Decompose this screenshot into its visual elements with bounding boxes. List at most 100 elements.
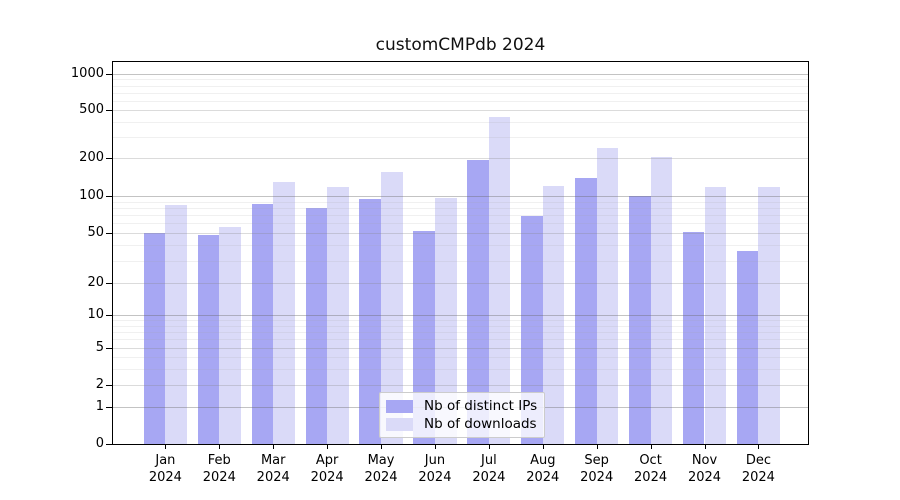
legend: Nb of distinct IPs Nb of downloads	[379, 392, 545, 438]
bar-nb-of-downloads-aug	[542, 186, 565, 444]
legend-item-downloads: Nb of downloads	[386, 416, 537, 432]
y-tick-label-2: 2	[95, 377, 104, 392]
bar-nb-of-downloads-jan	[165, 204, 187, 444]
x-tick-mark	[273, 445, 275, 449]
legend-swatch-distinct-ips	[386, 399, 413, 413]
legend-item-distinct-ips: Nb of distinct IPs	[386, 398, 537, 414]
bar-nb-of-downloads-mar	[273, 182, 295, 444]
legend-label-distinct-ips: Nb of distinct IPs	[424, 398, 538, 414]
gridline-600	[113, 100, 808, 102]
bar-nb-of-downloads-dec	[758, 186, 780, 444]
y-tick-label-5: 5	[95, 340, 104, 355]
gridline-6	[113, 339, 808, 341]
y-tick-mark	[106, 385, 112, 386]
y-tick-label-1000: 1000	[70, 66, 104, 81]
gridline-9	[113, 320, 808, 322]
gridline-700	[113, 92, 808, 94]
y-tick-mark	[106, 443, 112, 445]
gridline-70	[113, 215, 808, 217]
bar-nb-of-downloads-feb	[219, 226, 241, 444]
bar-nb-of-downloads-oct	[650, 157, 673, 444]
y-tick-mark	[106, 315, 112, 316]
x-tick-label-dec: Dec 2024	[741, 453, 775, 485]
y-tick-mark	[106, 74, 112, 75]
bar-nb-of-downloads-may	[381, 172, 403, 444]
y-tick-mark	[106, 233, 112, 234]
gridline-800	[113, 85, 808, 87]
bar-nb-of-distinct-ips-may	[359, 198, 382, 444]
x-tick-label-may: May 2024	[364, 453, 398, 485]
gridline-8	[113, 325, 808, 327]
gridline-3	[113, 368, 808, 370]
bar-nb-of-distinct-ips-mar	[251, 204, 274, 444]
bar-nb-of-distinct-ips-oct	[628, 196, 651, 444]
gridline-1000	[113, 74, 808, 75]
x-tick-label-jan: Jan 2024	[148, 453, 182, 485]
gridline-400	[113, 121, 808, 123]
bar-nb-of-downloads-sep	[596, 148, 619, 444]
x-tick-mark	[381, 445, 383, 449]
x-tick-label-mar: Mar 2024	[256, 453, 290, 485]
y-tick-mark	[106, 158, 112, 159]
gridline-90	[113, 201, 808, 203]
x-tick-label-sep: Sep 2024	[580, 453, 614, 485]
x-tick-mark	[434, 445, 436, 449]
bar-nb-of-distinct-ips-jul	[467, 159, 489, 444]
bar-nb-of-distinct-ips-aug	[521, 215, 543, 444]
y-tick-label-0: 0	[95, 435, 104, 451]
gridline-500	[113, 110, 808, 111]
x-tick-label-nov: Nov 2024	[687, 453, 722, 485]
gridline-80	[113, 207, 808, 209]
x-tick-label-oct: Oct 2024	[634, 453, 668, 485]
bar-nb-of-distinct-ips-apr	[305, 207, 328, 444]
y-tick-label-100: 100	[79, 188, 104, 203]
x-tick-mark	[165, 445, 167, 449]
y-tick-mark	[106, 407, 112, 408]
bar-nb-of-distinct-ips-jan	[143, 233, 166, 444]
x-tick-mark	[488, 445, 490, 449]
x-tick-mark	[704, 445, 706, 449]
y-tick-label-10: 10	[87, 307, 104, 322]
gridline-4	[113, 357, 808, 358]
bar-nb-of-distinct-ips-dec	[736, 250, 759, 444]
y-tick-label-50: 50	[87, 225, 104, 240]
gridline-300	[113, 136, 808, 138]
gridline-2	[113, 385, 808, 386]
gridline-50	[113, 233, 808, 234]
plot-area: Nb of distinct IPs Nb of downloads	[112, 61, 809, 445]
bar-nb-of-distinct-ips-jun	[413, 230, 435, 444]
x-tick-mark	[758, 445, 760, 449]
x-tick-mark	[650, 445, 652, 449]
bar-nb-of-downloads-apr	[327, 186, 349, 444]
gridline-900	[113, 79, 808, 81]
gridline-7	[113, 331, 808, 333]
y-tick-label-200: 200	[79, 150, 104, 165]
bar-nb-of-downloads-nov	[704, 186, 727, 444]
gridline-200	[113, 158, 808, 159]
legend-swatch-downloads	[386, 417, 413, 431]
y-tick-mark	[106, 283, 112, 284]
x-tick-mark	[596, 445, 598, 449]
y-tick-mark	[106, 348, 112, 349]
bar-nb-of-downloads-jun	[434, 198, 457, 444]
x-tick-mark	[219, 445, 221, 449]
gridline-20	[113, 283, 808, 284]
chart-title: customCMPdb 2024	[375, 35, 546, 55]
x-tick-label-feb: Feb 2024	[202, 453, 236, 485]
legend-label-downloads: Nb of downloads	[424, 416, 537, 432]
gridline-40	[113, 245, 808, 247]
gridline-30	[113, 260, 808, 262]
y-tick-label-20: 20	[87, 275, 104, 290]
gridline-60	[113, 223, 808, 225]
gridline-100	[113, 196, 808, 197]
bar-nb-of-distinct-ips-nov	[682, 231, 705, 444]
x-tick-label-aug: Aug 2024	[526, 453, 560, 485]
gridline-10	[113, 315, 808, 316]
x-tick-mark	[542, 445, 544, 449]
y-tick-label-1: 1	[95, 399, 104, 414]
bar-nb-of-distinct-ips-sep	[575, 177, 597, 444]
y-tick-mark	[106, 196, 112, 197]
x-tick-label-apr: Apr 2024	[310, 453, 344, 485]
x-tick-label-jun: Jun 2024	[418, 453, 452, 485]
